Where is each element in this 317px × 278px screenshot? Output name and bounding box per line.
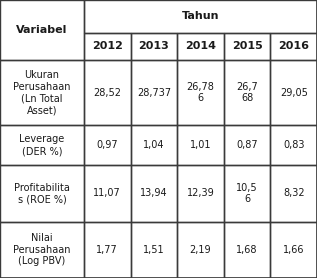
Bar	[177, 165, 224, 222]
Bar	[131, 165, 177, 222]
Text: 8,32: 8,32	[283, 188, 305, 198]
Bar	[0, 125, 84, 165]
Text: 28,737: 28,737	[137, 88, 171, 98]
Text: 1,04: 1,04	[143, 140, 165, 150]
Text: Profitabilita
s (ROE %): Profitabilita s (ROE %)	[14, 183, 70, 204]
Bar	[270, 165, 317, 222]
Text: 11,07: 11,07	[94, 188, 121, 198]
Text: 2014: 2014	[185, 41, 216, 51]
Text: Tahun: Tahun	[182, 11, 219, 21]
Bar	[0, 60, 84, 125]
Text: 1,51: 1,51	[143, 245, 165, 255]
Bar	[131, 222, 177, 278]
Text: 1,01: 1,01	[190, 140, 211, 150]
Text: Nilai
Perusahaan
(Log PBV): Nilai Perusahaan (Log PBV)	[13, 233, 71, 266]
Text: 2013: 2013	[139, 41, 169, 51]
Bar	[131, 125, 177, 165]
Text: 2016: 2016	[278, 41, 309, 51]
Text: 2012: 2012	[92, 41, 123, 51]
Bar	[131, 60, 177, 125]
Bar	[270, 222, 317, 278]
Bar	[84, 222, 131, 278]
Bar	[224, 33, 270, 60]
Text: 29,05: 29,05	[280, 88, 307, 98]
Bar	[177, 125, 224, 165]
Bar	[224, 165, 270, 222]
Text: 12,39: 12,39	[187, 188, 214, 198]
Text: 26,7
68: 26,7 68	[236, 82, 258, 103]
Text: Leverage
(DER %): Leverage (DER %)	[19, 135, 65, 156]
Text: 0,83: 0,83	[283, 140, 304, 150]
Bar	[84, 0, 317, 33]
Bar	[270, 125, 317, 165]
Bar	[0, 0, 84, 60]
Bar	[224, 125, 270, 165]
Bar	[270, 60, 317, 125]
Text: 1,77: 1,77	[96, 245, 118, 255]
Bar	[177, 33, 224, 60]
Bar	[177, 60, 224, 125]
Text: 0,97: 0,97	[96, 140, 118, 150]
Bar	[131, 33, 177, 60]
Bar	[84, 125, 131, 165]
Text: Ukuran
Perusahaan
(Ln Total
Asset): Ukuran Perusahaan (Ln Total Asset)	[13, 70, 71, 115]
Bar	[270, 33, 317, 60]
Text: 28,52: 28,52	[93, 88, 121, 98]
Bar	[177, 222, 224, 278]
Bar	[224, 222, 270, 278]
Text: 2015: 2015	[232, 41, 262, 51]
Bar	[0, 165, 84, 222]
Text: 1,68: 1,68	[236, 245, 258, 255]
Text: Variabel: Variabel	[16, 25, 68, 35]
Text: 26,78
6: 26,78 6	[187, 82, 214, 103]
Text: 0,87: 0,87	[236, 140, 258, 150]
Text: 10,5
6: 10,5 6	[236, 183, 258, 204]
Text: 2,19: 2,19	[190, 245, 211, 255]
Bar	[84, 60, 131, 125]
Bar	[84, 165, 131, 222]
Bar	[84, 33, 131, 60]
Text: 1,66: 1,66	[283, 245, 304, 255]
Text: 13,94: 13,94	[140, 188, 168, 198]
Bar	[224, 60, 270, 125]
Bar	[0, 222, 84, 278]
